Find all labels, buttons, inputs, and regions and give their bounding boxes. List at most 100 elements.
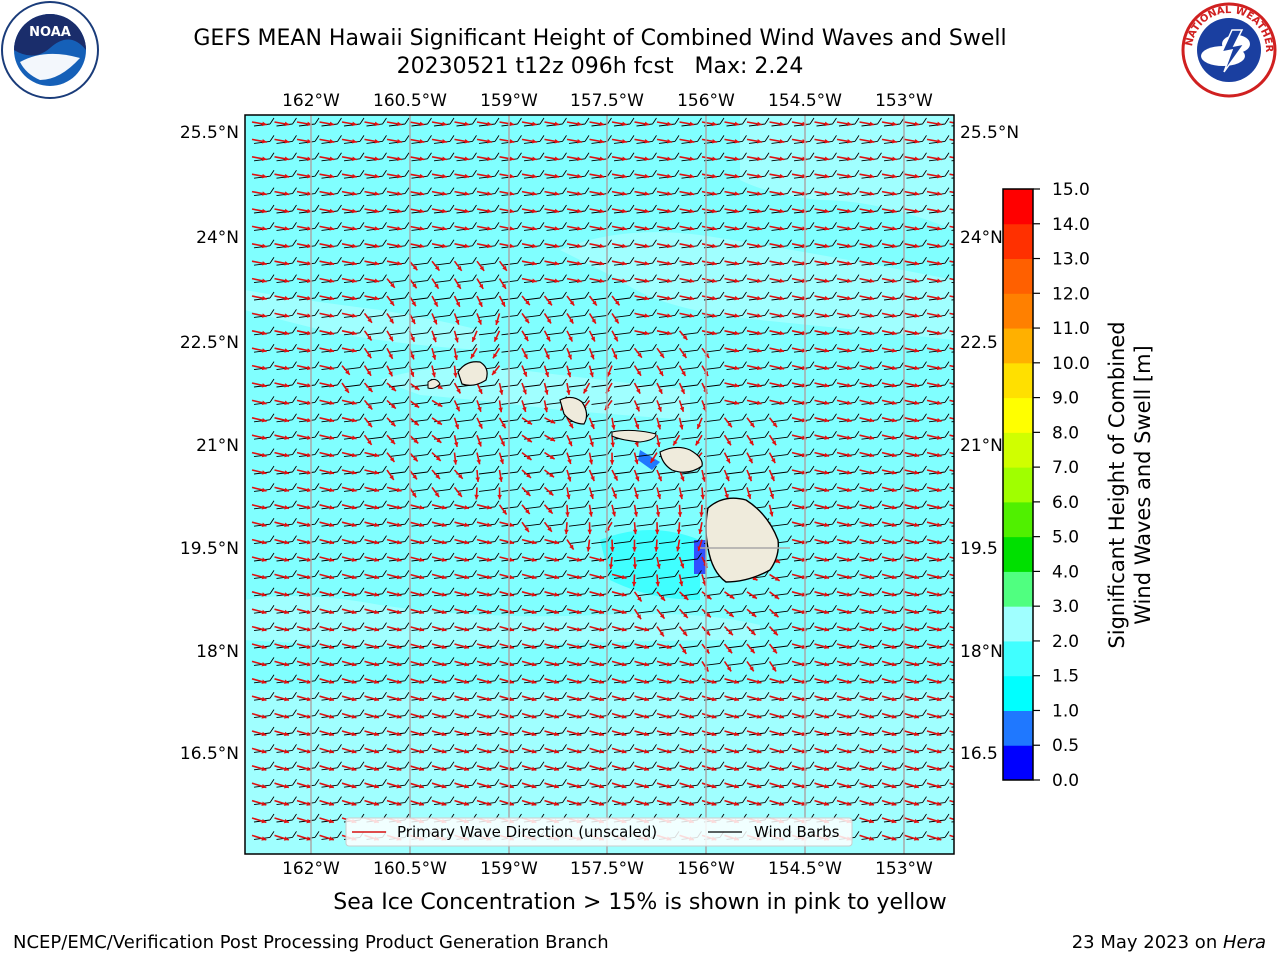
wave-arrow-head	[621, 278, 627, 283]
wind-barb	[568, 465, 590, 475]
wind-barb	[523, 256, 545, 266]
wind-barb	[681, 639, 702, 649]
wave-arrow-head	[566, 494, 571, 500]
lat-tick-left-1: 25.5°N	[180, 123, 239, 143]
wave-arrow-head	[914, 139, 920, 144]
wave-arrow-head	[284, 539, 290, 545]
wave-arrow-head	[869, 295, 875, 301]
wave-arrow-head	[374, 191, 380, 196]
wave-arrow-head	[576, 592, 582, 597]
wave-arrow-head	[413, 438, 419, 444]
wind-barb	[298, 326, 320, 336]
wave-arrow-head	[411, 301, 416, 307]
wave-arrow-head	[329, 139, 335, 144]
wave-arrow-head	[389, 457, 395, 463]
wave-arrow	[949, 347, 954, 351]
wave-arrow-head	[410, 336, 415, 342]
wind-barb	[523, 309, 545, 318]
wave-arrow-head	[869, 714, 874, 719]
wave-arrow-head	[589, 493, 594, 499]
wave-arrow-head	[396, 574, 402, 580]
wind-barb	[276, 239, 297, 249]
wind-barb	[681, 430, 702, 440]
wind-barb	[658, 256, 680, 266]
wind-barb	[366, 239, 387, 249]
wave-arrow-head	[936, 714, 942, 719]
wave-arrow-head	[869, 330, 875, 336]
wave-arrow-head	[284, 714, 289, 719]
wave-arrow	[949, 730, 954, 734]
wave-arrow	[949, 243, 954, 246]
wind-barb	[411, 169, 432, 179]
wave-arrow-head	[734, 226, 740, 231]
colorbar-tick-label: 15.0	[1052, 180, 1090, 200]
wave-arrow-head	[846, 400, 852, 405]
wind-barb	[456, 483, 477, 492]
wind-barb	[591, 361, 612, 371]
wave-arrow-head	[554, 226, 560, 231]
wave-arrow	[949, 521, 954, 525]
wave-arrow-head	[959, 418, 964, 422]
wave-arrow-head	[476, 459, 481, 465]
wind-barb	[771, 657, 792, 666]
map-frame	[244, 114, 955, 855]
wave-arrow-head	[531, 191, 537, 196]
wind-barb	[636, 239, 657, 249]
lon-tick-top-3: 159°W	[480, 91, 538, 111]
wave-arrow-head	[526, 455, 532, 460]
wave-arrow-head	[644, 278, 650, 283]
wave-arrow-head	[464, 592, 470, 597]
wave-arrow-head	[396, 714, 402, 719]
wind-barb	[906, 152, 927, 162]
wave-arrow-head	[914, 609, 919, 615]
wind-barb	[591, 187, 612, 197]
wave-arrow-head	[598, 731, 604, 737]
wave-arrow-head	[306, 662, 312, 667]
wave-arrow-head	[914, 313, 920, 318]
wave-arrow-head	[486, 505, 492, 510]
wind-barb	[321, 309, 342, 318]
wave-arrow-head	[891, 836, 897, 841]
wave-arrow-head	[752, 576, 758, 581]
wind-barb	[591, 222, 612, 231]
wind-barb	[636, 587, 657, 597]
wind-barb	[613, 552, 635, 562]
colorbar-tick-label: 0.5	[1052, 736, 1079, 756]
wind-barb	[838, 169, 860, 179]
wave-arrow-head	[621, 784, 627, 789]
wave-arrow-head	[774, 576, 780, 581]
wave-arrow-head	[727, 648, 733, 654]
wind-barb	[343, 239, 365, 249]
wind-barb	[928, 204, 950, 214]
wave-arrow-head	[373, 766, 379, 771]
wind-barb	[388, 117, 410, 127]
wave-arrow-head	[609, 460, 615, 465]
wave-arrow-head	[284, 208, 290, 214]
wave-arrow-head	[457, 265, 462, 271]
wave-arrow-head	[891, 731, 897, 737]
wind-barb	[636, 448, 657, 458]
wind-barb	[681, 152, 702, 162]
wave-arrow-head	[779, 278, 785, 283]
wave-arrow-head	[531, 801, 537, 806]
wave-arrow-head	[374, 295, 380, 301]
wave-arrow-head	[756, 714, 762, 719]
wind-barb	[726, 309, 747, 318]
colorbar-cell	[1003, 745, 1033, 781]
wave-arrow-head	[441, 557, 447, 562]
wave-arrow-head	[441, 226, 447, 231]
wind-barb	[366, 378, 387, 388]
wave-arrow-head	[689, 278, 695, 283]
wind-barb	[433, 152, 455, 162]
wave-arrow-head	[660, 595, 666, 601]
wave-arrow-head	[914, 452, 920, 458]
wave-arrow-head	[748, 458, 753, 464]
wind-barb	[861, 222, 882, 231]
wave-arrow-head	[261, 156, 267, 161]
wave-arrow-head	[756, 383, 762, 388]
wind-barb	[681, 169, 702, 179]
wave-arrow-head	[959, 523, 964, 527]
wave-arrow-head	[495, 320, 500, 325]
colorbar-tick-label: 0.0	[1052, 771, 1079, 791]
wave-arrow-head	[328, 731, 334, 737]
